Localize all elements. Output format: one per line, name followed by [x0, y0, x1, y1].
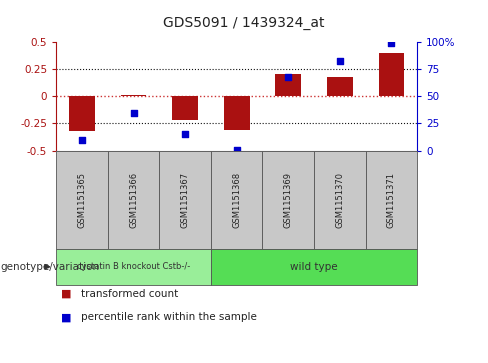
Bar	[379, 53, 405, 96]
Text: GSM1151366: GSM1151366	[129, 172, 138, 228]
Text: percentile rank within the sample: percentile rank within the sample	[81, 312, 256, 322]
Point	[285, 74, 292, 79]
Text: GSM1151370: GSM1151370	[335, 172, 345, 228]
Point	[233, 147, 241, 152]
Text: GSM1151369: GSM1151369	[284, 172, 293, 228]
Text: cystatin B knockout Cstb-/-: cystatin B knockout Cstb-/-	[77, 262, 190, 271]
Text: genotype/variation: genotype/variation	[0, 262, 100, 272]
Text: GSM1151371: GSM1151371	[387, 172, 396, 228]
Point	[387, 40, 395, 46]
Point	[78, 137, 86, 143]
Text: ■: ■	[61, 312, 72, 322]
Point	[336, 58, 344, 64]
Bar	[69, 96, 95, 131]
Bar	[224, 96, 249, 130]
Text: GSM1151367: GSM1151367	[181, 172, 190, 228]
Bar	[327, 77, 353, 96]
Text: transformed count: transformed count	[81, 289, 178, 299]
Point	[181, 131, 189, 137]
Bar	[275, 74, 301, 96]
Text: ■: ■	[61, 289, 72, 299]
Text: wild type: wild type	[290, 262, 338, 272]
Point	[130, 110, 138, 115]
Bar	[172, 96, 198, 120]
Bar	[121, 95, 146, 96]
Text: GDS5091 / 1439324_at: GDS5091 / 1439324_at	[163, 16, 325, 30]
Text: GSM1151368: GSM1151368	[232, 172, 241, 228]
Text: GSM1151365: GSM1151365	[78, 172, 86, 228]
